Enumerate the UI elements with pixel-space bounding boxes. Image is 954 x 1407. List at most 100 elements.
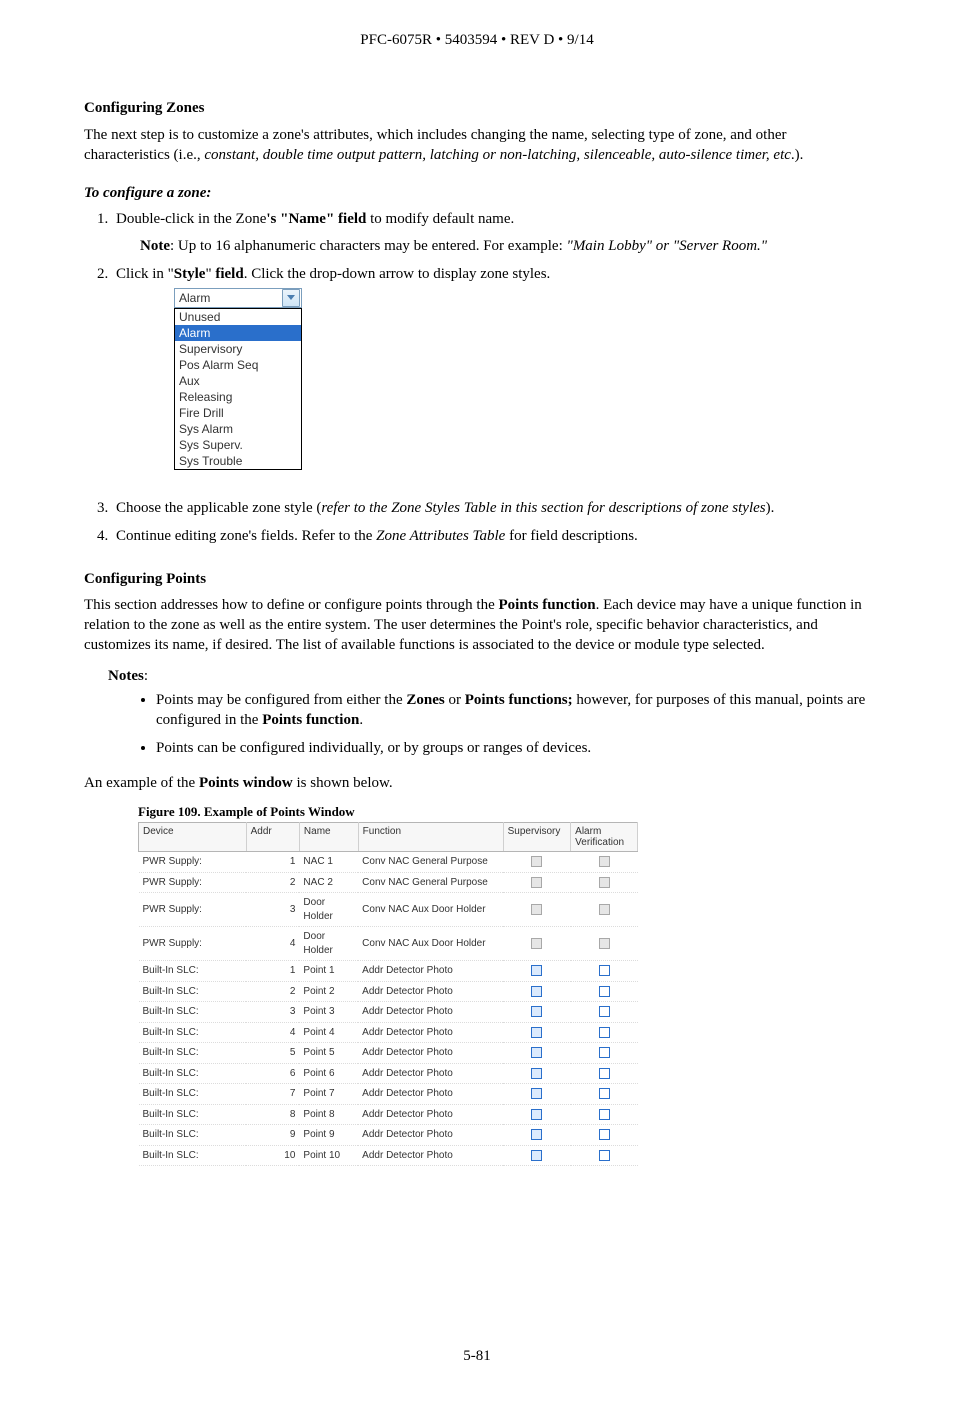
chevron-down-icon[interactable] (282, 289, 300, 307)
table-row: Built-In SLC:3Point 3Addr Detector Photo (139, 1002, 638, 1023)
text-italic: Zone Attributes Table (376, 528, 505, 544)
cell-supervisory (503, 1002, 571, 1023)
cell-function: Addr Detector Photo (358, 1084, 503, 1105)
cell-alarm-verification (571, 893, 638, 927)
checkbox-icon[interactable] (599, 1109, 610, 1120)
table-row: Built-In SLC:4Point 4Addr Detector Photo (139, 1022, 638, 1043)
cell-alarm-verification (571, 927, 638, 961)
cell-addr: 2 (246, 872, 299, 893)
checkbox-icon[interactable] (531, 986, 542, 997)
cell-supervisory (503, 1084, 571, 1105)
checkbox-icon[interactable] (531, 1027, 542, 1038)
cell-supervisory (503, 961, 571, 982)
cell-addr: 9 (246, 1125, 299, 1146)
dropdown-option[interactable]: Aux (175, 373, 301, 389)
checkbox-icon[interactable] (531, 1150, 542, 1161)
figure-caption: Figure 109. Example of Points Window (138, 803, 870, 821)
checkbox-icon[interactable] (531, 1068, 542, 1079)
cell-name: NAC 2 (299, 872, 358, 893)
dropdown-option[interactable]: Sys Superv. (175, 437, 301, 453)
cell-alarm-verification (571, 1002, 638, 1023)
checkbox-icon[interactable] (531, 1109, 542, 1120)
checkbox-icon[interactable] (599, 1129, 610, 1140)
table-row: Built-In SLC:5Point 5Addr Detector Photo (139, 1043, 638, 1064)
dropdown-option[interactable]: Sys Alarm (175, 421, 301, 437)
checkbox-icon[interactable] (599, 1047, 610, 1058)
checkbox-icon[interactable] (531, 1047, 542, 1058)
dropdown-list[interactable]: UnusedAlarmSupervisoryPos Alarm SeqAuxRe… (174, 308, 302, 470)
checkbox-icon[interactable] (531, 938, 542, 949)
dropdown-option[interactable]: Supervisory (175, 341, 301, 357)
cell-addr: 4 (246, 927, 299, 961)
cell-device: Built-In SLC: (139, 961, 247, 982)
cell-addr: 6 (246, 1063, 299, 1084)
dropdown-option[interactable]: Releasing (175, 389, 301, 405)
cell-alarm-verification (571, 981, 638, 1002)
table-header: Name (299, 823, 358, 852)
cell-alarm-verification (571, 1043, 638, 1064)
checkbox-icon[interactable] (599, 986, 610, 997)
cell-function: Addr Detector Photo (358, 1104, 503, 1125)
checkbox-icon[interactable] (599, 1068, 610, 1079)
cell-device: Built-In SLC: (139, 1104, 247, 1125)
text-italic: constant, double time output pattern, la… (204, 147, 791, 163)
cell-name: Point 1 (299, 961, 358, 982)
cell-supervisory (503, 1125, 571, 1146)
text: . (359, 712, 363, 728)
checkbox-icon[interactable] (531, 1129, 542, 1140)
dropdown-option[interactable]: Alarm (175, 325, 301, 341)
dropdown-option[interactable]: Fire Drill (175, 405, 301, 421)
dropdown-option[interactable]: Sys Trouble (175, 453, 301, 469)
cell-name: Point 8 (299, 1104, 358, 1125)
checkbox-icon[interactable] (531, 856, 542, 867)
checkbox-icon[interactable] (599, 1006, 610, 1017)
page-number: 5-81 (84, 1346, 870, 1366)
cell-function: Addr Detector Photo (358, 981, 503, 1002)
checkbox-icon[interactable] (599, 856, 610, 867)
checkbox-icon[interactable] (599, 1150, 610, 1161)
text: for field descriptions. (505, 528, 637, 544)
step-2: Click in "Style" field. Click the drop-d… (112, 264, 870, 470)
checkbox-icon[interactable] (531, 1088, 542, 1099)
cell-supervisory (503, 1063, 571, 1084)
cell-name: Point 3 (299, 1002, 358, 1023)
cell-alarm-verification (571, 1084, 638, 1105)
cell-supervisory (503, 852, 571, 873)
checkbox-icon[interactable] (599, 904, 610, 915)
table-row: PWR Supply:2NAC 2Conv NAC General Purpos… (139, 872, 638, 893)
dropdown-option[interactable]: Unused (175, 309, 301, 325)
text: ). (766, 500, 775, 516)
step-4: Continue editing zone's fields. Refer to… (112, 526, 870, 546)
dropdown-selected[interactable]: Alarm (174, 288, 302, 308)
checkbox-icon[interactable] (531, 904, 542, 915)
dropdown-option[interactable]: Pos Alarm Seq (175, 357, 301, 373)
table-header: Device (139, 823, 247, 852)
table-header: Function (358, 823, 503, 852)
dropdown-selected-label: Alarm (179, 290, 210, 306)
checkbox-icon[interactable] (599, 1027, 610, 1038)
table-header: Addr (246, 823, 299, 852)
table-row: Built-In SLC:10Point 10Addr Detector Pho… (139, 1145, 638, 1166)
checkbox-icon[interactable] (599, 1088, 610, 1099)
checkbox-icon[interactable] (599, 965, 610, 976)
step-3: Choose the applicable zone style (refer … (112, 498, 870, 518)
checkbox-icon[interactable] (531, 1006, 542, 1017)
table-row: PWR Supply:1NAC 1Conv NAC General Purpos… (139, 852, 638, 873)
checkbox-icon[interactable] (531, 877, 542, 888)
text: An example of the (84, 775, 199, 791)
table-row: Built-In SLC:6Point 6Addr Detector Photo (139, 1063, 638, 1084)
table-row: Built-In SLC:7Point 7Addr Detector Photo (139, 1084, 638, 1105)
text: Continue editing zone's fields. Refer to… (116, 528, 376, 544)
cell-device: PWR Supply: (139, 927, 247, 961)
paragraph-points-intro: This section addresses how to define or … (84, 595, 870, 656)
checkbox-icon[interactable] (599, 938, 610, 949)
text-bold: Points functions; (465, 692, 573, 708)
step-1-note: Note: Up to 16 alphanumeric characters m… (140, 236, 870, 256)
paragraph-example: An example of the Points window is shown… (84, 773, 870, 793)
checkbox-icon[interactable] (599, 877, 610, 888)
checkbox-icon[interactable] (531, 965, 542, 976)
cell-function: Conv NAC Aux Door Holder (358, 927, 503, 961)
text: Double-click in the Zone (116, 211, 266, 227)
cell-name: Point 4 (299, 1022, 358, 1043)
cell-name: Point 7 (299, 1084, 358, 1105)
